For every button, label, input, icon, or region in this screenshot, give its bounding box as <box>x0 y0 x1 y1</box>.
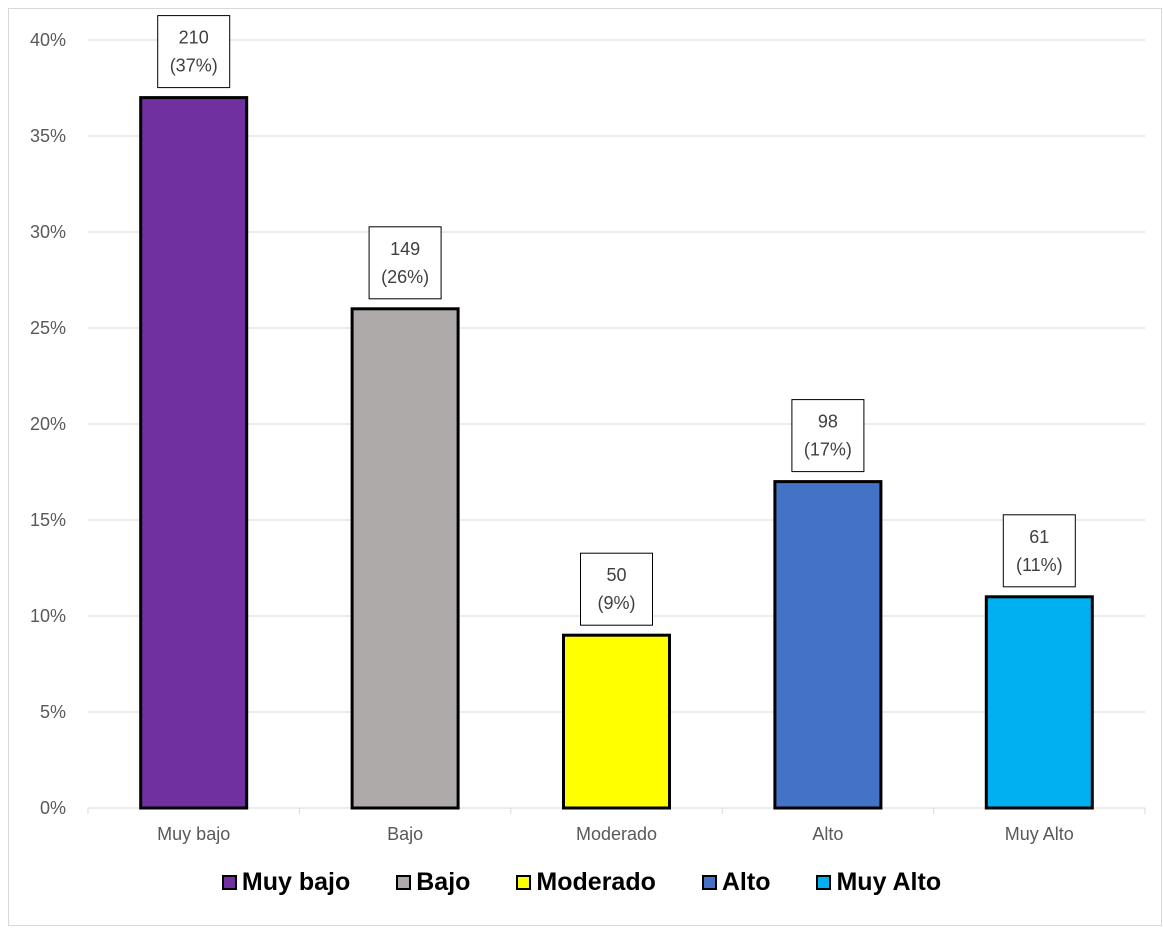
data-label-count: 149 <box>390 239 420 259</box>
legend-label: Muy Alto <box>836 867 942 896</box>
x-tick-label: Bajo <box>387 824 423 844</box>
x-tick-label: Moderado <box>576 824 657 844</box>
legend-item-alto: Alto <box>701 867 771 897</box>
data-label-box <box>157 15 231 89</box>
data-label-box <box>1002 514 1076 588</box>
legend-swatch <box>221 874 237 890</box>
legend-label: Moderado <box>536 867 656 896</box>
data-label-count: 61 <box>1029 527 1049 547</box>
bar-bajo <box>350 307 460 810</box>
y-tick-label: 25% <box>30 318 66 338</box>
bar-muy-bajo <box>139 96 249 810</box>
data-label-percent: (17%) <box>804 440 852 460</box>
data-label-percent: (37%) <box>170 56 218 76</box>
x-tick-label: Alto <box>812 824 843 844</box>
y-tick-label: 10% <box>30 606 66 626</box>
data-label-count: 50 <box>606 565 626 585</box>
legend-swatch <box>516 874 532 890</box>
data-label-box <box>791 399 865 473</box>
data-label-percent: (11%) <box>1016 555 1063 575</box>
legend-item-bajo: Bajo <box>396 868 470 897</box>
bar-alto <box>773 480 883 810</box>
y-tick-label: 0% <box>40 798 66 818</box>
data-label-count: 210 <box>179 28 209 48</box>
legend-item-muy-bajo: Muy bajo <box>221 867 351 897</box>
y-tick-label: 30% <box>30 222 66 242</box>
axes: 0% 5% 10% 15% 20% 25% 30% 35% 40% Muy bajo Bajo Mod… <box>30 30 1146 844</box>
y-tick-label: 40% <box>30 30 66 50</box>
y-tick-label: 5% <box>40 702 66 722</box>
data-label-box <box>580 552 653 626</box>
legend-item-moderado: Moderado <box>516 867 656 897</box>
data-labels: 210 (37%) 149 (26%) 50 (9%) 98 (17%) 61 (11%) <box>157 15 1076 626</box>
bar-moderado <box>562 633 671 810</box>
data-label-percent: (9%) <box>597 593 635 613</box>
legend-swatch <box>396 874 412 890</box>
legend-swatch <box>816 874 832 890</box>
gridlines <box>88 39 1145 713</box>
legend-label: Alto <box>721 867 771 896</box>
legend-label: Muy bajo <box>241 867 351 896</box>
y-tick-label: 15% <box>30 510 66 530</box>
bar-muy-alto <box>984 595 1094 810</box>
data-label-percent: (26%) <box>381 267 429 287</box>
bars <box>139 96 1094 810</box>
x-tick-label: Muy bajo <box>157 824 230 844</box>
y-tick-label: 20% <box>30 414 66 434</box>
legend-swatch <box>701 874 717 890</box>
data-label-count: 98 <box>818 412 838 432</box>
x-tick-label: Muy Alto <box>1005 824 1074 844</box>
legend-label: Bajo <box>416 867 471 896</box>
data-label-box <box>368 226 442 300</box>
y-tick-label: 35% <box>30 126 66 146</box>
bar-chart: 0% 5% 10% 15% 20% 25% 30% 35% 40% Muy bajo Bajo Mod… <box>30 15 1146 844</box>
legend-item-muy-alto: Muy Alto <box>816 868 941 897</box>
legend: Muy bajo Bajo Moderado Alto Muy Alto <box>0 862 1163 902</box>
